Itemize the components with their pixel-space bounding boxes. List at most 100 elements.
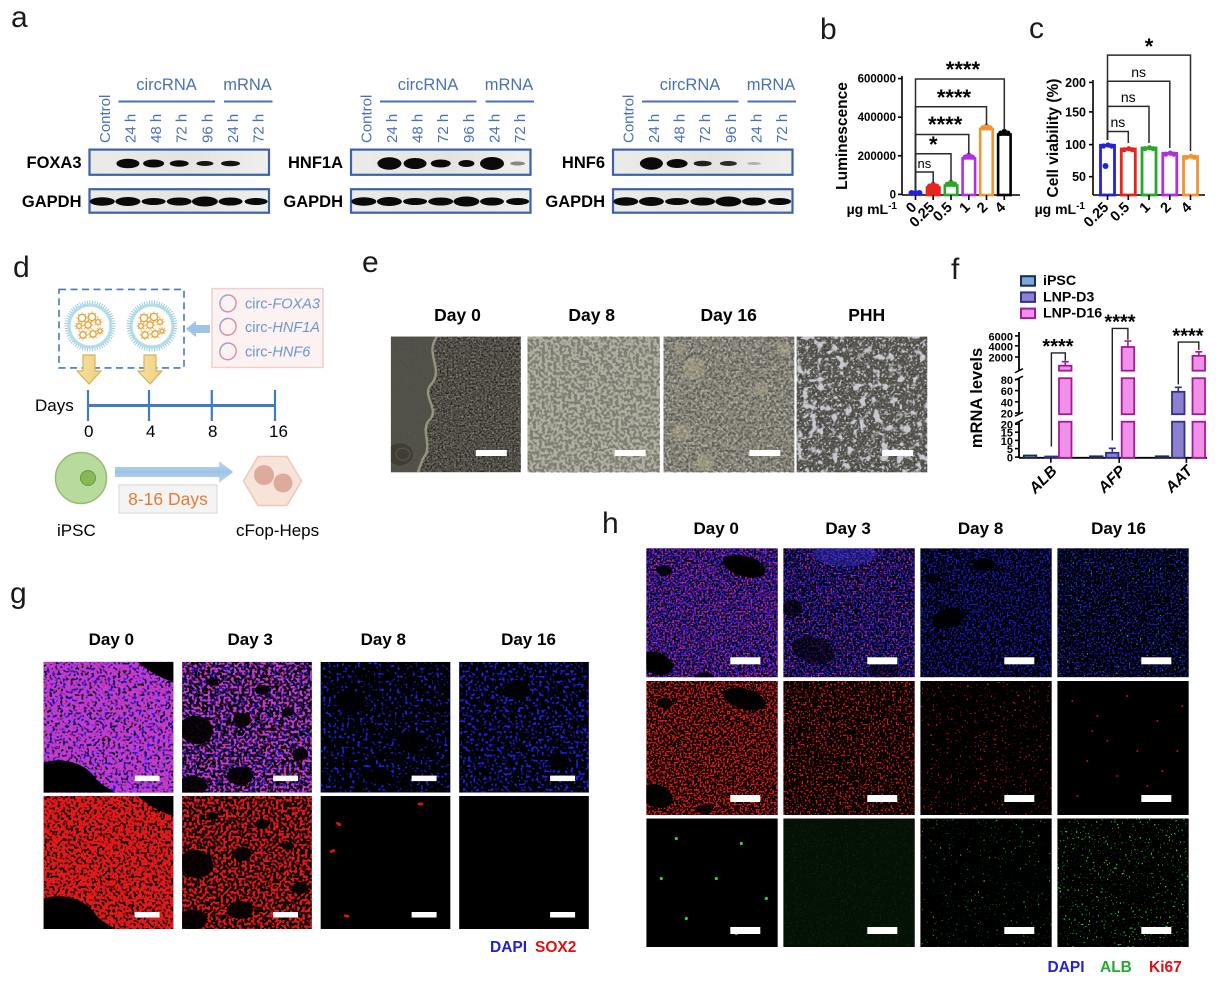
svg-text:5: 5	[1007, 444, 1013, 456]
svg-text:circ-HNF1A: circ-HNF1A	[245, 320, 320, 336]
svg-text:0.5: 0.5	[1108, 200, 1134, 226]
svg-text:20: 20	[1001, 420, 1013, 432]
svg-text:PHH: PHH	[848, 305, 885, 325]
svg-text:Day 16: Day 16	[501, 630, 556, 649]
svg-text:****: ****	[946, 57, 981, 82]
svg-text:4: 4	[146, 422, 155, 441]
svg-text:4: 4	[992, 200, 1009, 217]
svg-text:80: 80	[1001, 375, 1013, 387]
svg-text:*: *	[929, 132, 938, 157]
svg-text:Day 3: Day 3	[825, 519, 870, 538]
svg-text:****: ****	[937, 85, 972, 110]
svg-text:cFop-Heps: cFop-Heps	[236, 521, 319, 540]
svg-text:mRNA levels: mRNA levels	[968, 348, 986, 448]
svg-text:ALB: ALB	[1025, 463, 1060, 498]
svg-text:Control: Control	[358, 95, 375, 143]
svg-text:0: 0	[84, 422, 93, 441]
svg-text:10: 10	[1001, 436, 1013, 448]
svg-text:Luminescence: Luminescence	[834, 82, 851, 190]
svg-text:96 h: 96 h	[199, 114, 216, 143]
svg-text:SOX2: SOX2	[535, 939, 576, 956]
svg-text:µg mL-1: µg mL-1	[1035, 201, 1086, 218]
svg-text:Day 16: Day 16	[1091, 519, 1146, 538]
svg-text:Day 8: Day 8	[361, 630, 406, 649]
svg-text:HNF1A: HNF1A	[288, 154, 343, 172]
svg-text:72 h: 72 h	[774, 114, 791, 143]
svg-text:mRNA: mRNA	[223, 76, 272, 94]
svg-text:15: 15	[1001, 428, 1013, 440]
svg-text:mRNA: mRNA	[747, 76, 796, 94]
svg-text:Day 16: Day 16	[700, 305, 757, 325]
svg-text:48 h: 48 h	[410, 114, 427, 143]
svg-text:20: 20	[1001, 409, 1013, 421]
svg-text:Day 0: Day 0	[89, 630, 134, 649]
svg-text:600000: 600000	[858, 74, 896, 86]
svg-text:96 h: 96 h	[723, 114, 740, 143]
svg-text:150: 150	[1065, 105, 1086, 119]
svg-text:72 h: 72 h	[174, 114, 191, 143]
svg-text:24 h: 24 h	[487, 114, 504, 143]
svg-text:100: 100	[1065, 138, 1086, 152]
svg-text:FOXA3: FOXA3	[26, 154, 81, 172]
svg-text:Control: Control	[97, 95, 114, 143]
svg-text:DAPI: DAPI	[1048, 959, 1085, 976]
svg-text:24 h: 24 h	[122, 114, 139, 143]
svg-text:circRNA: circRNA	[398, 76, 459, 94]
svg-text:mRNA: mRNA	[485, 76, 534, 94]
svg-text:*: *	[1145, 34, 1154, 59]
svg-text:4: 4	[1178, 200, 1195, 217]
svg-text:24 h: 24 h	[749, 114, 766, 143]
svg-text:Day 3: Day 3	[228, 630, 273, 649]
svg-text:8-16 Days: 8-16 Days	[128, 489, 208, 509]
svg-text:60: 60	[1001, 386, 1013, 398]
svg-text:24 h: 24 h	[646, 114, 663, 143]
svg-text:Day 8: Day 8	[568, 305, 615, 325]
svg-text:24 h: 24 h	[225, 114, 242, 143]
svg-text:24 h: 24 h	[384, 114, 401, 143]
svg-text:Day 8: Day 8	[958, 519, 1003, 538]
svg-text:ns: ns	[1131, 64, 1146, 80]
svg-text:ALB: ALB	[1100, 959, 1132, 976]
svg-text:µg mL-1: µg mL-1	[847, 201, 898, 218]
svg-text:****: ****	[928, 112, 963, 137]
svg-text:4000: 4000	[989, 341, 1013, 353]
svg-text:Days: Days	[35, 396, 74, 415]
svg-text:48 h: 48 h	[672, 114, 689, 143]
svg-text:Cell viability (%): Cell viability (%)	[1045, 79, 1062, 198]
svg-text:1: 1	[1137, 200, 1154, 217]
svg-text:circRNA: circRNA	[660, 76, 721, 94]
svg-text:200000: 200000	[858, 151, 896, 163]
svg-text:0.5: 0.5	[930, 200, 956, 226]
svg-text:LNP-D3: LNP-D3	[1043, 289, 1094, 305]
svg-text:circ-HNF6: circ-HNF6	[245, 344, 311, 360]
svg-text:0: 0	[890, 189, 896, 201]
svg-text:ns: ns	[1121, 89, 1136, 105]
svg-text:DAPI: DAPI	[490, 939, 527, 956]
svg-text:200: 200	[1065, 76, 1086, 90]
svg-text:Day 0: Day 0	[434, 305, 481, 325]
svg-text:50: 50	[1072, 170, 1086, 184]
svg-text:****: ****	[1042, 336, 1073, 358]
svg-text:Day 0: Day 0	[694, 519, 739, 538]
svg-text:****: ****	[1104, 312, 1135, 334]
svg-text:6000: 6000	[989, 331, 1013, 343]
svg-text:8: 8	[208, 422, 217, 441]
svg-text:96 h: 96 h	[461, 114, 478, 143]
svg-text:HNF6: HNF6	[562, 154, 605, 172]
svg-text:iPSC: iPSC	[57, 521, 96, 540]
svg-text:AFP: AFP	[1094, 462, 1129, 497]
svg-text:2: 2	[974, 200, 991, 217]
svg-text:AAT: AAT	[1162, 462, 1198, 498]
svg-text:1: 1	[957, 200, 974, 217]
svg-text:iPSC: iPSC	[1043, 273, 1076, 289]
svg-text:2000: 2000	[989, 353, 1013, 365]
svg-text:72 h: 72 h	[435, 114, 452, 143]
svg-text:ns: ns	[1111, 114, 1126, 130]
svg-text:ns: ns	[918, 156, 932, 171]
svg-text:****: ****	[1172, 326, 1203, 348]
svg-text:16: 16	[269, 422, 288, 441]
svg-text:Control: Control	[620, 95, 637, 143]
svg-text:72 h: 72 h	[512, 114, 529, 143]
svg-text:circRNA: circRNA	[136, 76, 197, 94]
svg-text:Ki67: Ki67	[1149, 959, 1182, 976]
